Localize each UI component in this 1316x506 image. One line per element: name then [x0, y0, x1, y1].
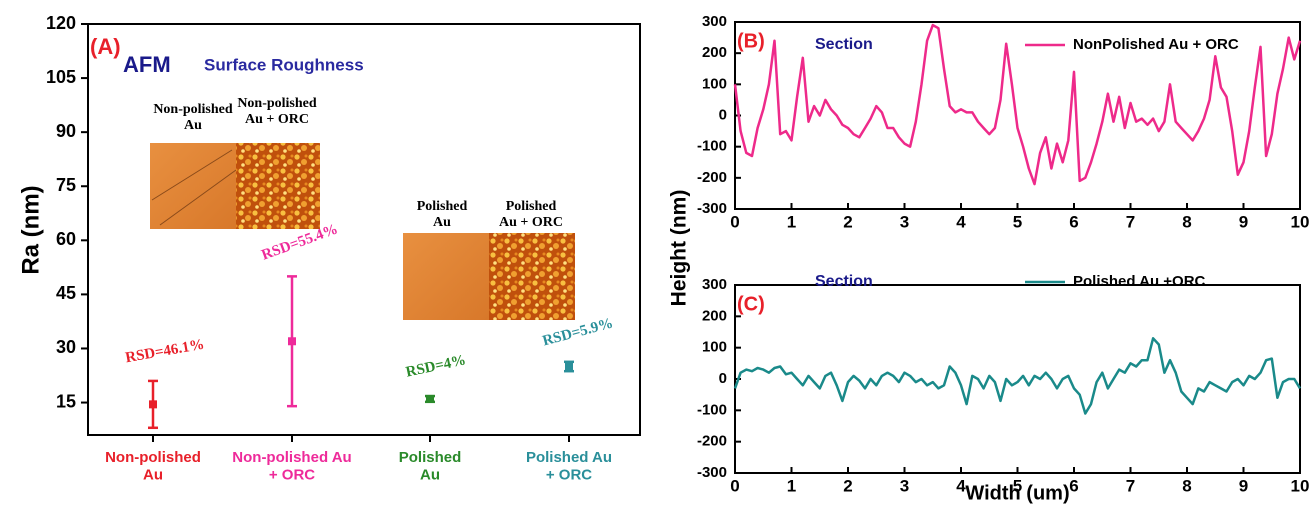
x-tick-label: 8: [1182, 212, 1191, 231]
x-tick-label: 5: [1013, 212, 1022, 231]
x-tick-label: 0: [730, 212, 739, 231]
marker: [565, 363, 573, 371]
y-tick-label: 105: [46, 67, 76, 87]
panel-label: (C): [737, 293, 765, 315]
marker: [288, 337, 296, 345]
y-tick-label: 100: [702, 75, 727, 92]
x-tick-label: Non-polished Au+ ORC: [232, 449, 351, 483]
inset-image: [236, 143, 320, 229]
x-tick-label: 8: [1182, 476, 1191, 495]
y-tick-label: 0: [719, 106, 727, 123]
panel-label: (B): [737, 30, 765, 52]
annotation: Section: [815, 273, 873, 290]
y-tick-label: -100: [697, 401, 727, 418]
x-tick-label: 3: [900, 212, 909, 231]
y-tick-label: 15: [56, 391, 76, 411]
x-tick-label: 1: [787, 212, 796, 231]
x-tick-label: 9: [1239, 212, 1248, 231]
y-tick-label: 100: [702, 339, 727, 356]
y-tick-label: 300: [702, 13, 727, 30]
annotation: RSD=5.9%: [541, 315, 615, 349]
x-tick-label: 7: [1126, 476, 1135, 495]
x-tick-label: 9: [1239, 476, 1248, 495]
y-tick-label: 60: [56, 229, 76, 249]
y-axis-label: Ra (nm): [17, 185, 44, 274]
figure: 153045607590105120Ra (nm)(A)AFMSurface R…: [0, 0, 1316, 506]
plot-frame: [735, 285, 1300, 473]
x-tick-label: Polished Au+ ORC: [526, 449, 612, 483]
panel-label: (A): [90, 34, 121, 59]
y-tick-label: -200: [697, 433, 727, 450]
y-tick-label: 300: [702, 276, 727, 293]
y-tick-label: 30: [56, 337, 76, 357]
annotation: RSD=4%: [404, 352, 467, 380]
x-tick-label: 7: [1126, 212, 1135, 231]
y-axis-label: Height (nm): [668, 190, 691, 307]
annotation: Section: [815, 36, 873, 53]
inset-image: [403, 233, 489, 320]
x-tick-label: 10: [1291, 212, 1310, 231]
y-tick-label: 75: [56, 175, 76, 195]
x-tick-label: 3: [900, 476, 909, 495]
marker: [426, 395, 434, 403]
y-tick-label: 200: [702, 44, 727, 61]
y-tick-label: 0: [719, 370, 727, 387]
y-tick-label: -300: [697, 200, 727, 217]
line: [735, 338, 1300, 413]
legend-label: NonPolished Au + ORC: [1073, 36, 1239, 53]
y-tick-label: 90: [56, 121, 76, 141]
insets: [150, 143, 575, 320]
x-tick-label: 2: [843, 212, 852, 231]
legend-label: Polished Au +ORC: [1073, 273, 1206, 290]
inset-image: [489, 233, 575, 320]
annotation: RSD=46.1%: [124, 337, 205, 367]
x-tick-label: 6: [1069, 476, 1078, 495]
x-tick-label: 4: [956, 212, 966, 231]
x-tick-label: 1: [787, 476, 796, 495]
y-tick-label: -300: [697, 464, 727, 481]
chart-subtitle: Surface Roughness: [204, 55, 364, 74]
marker: [149, 400, 157, 408]
y-tick-label: 120: [46, 13, 76, 33]
y-tick-label: -200: [697, 169, 727, 186]
y-tick-label: 200: [702, 307, 727, 324]
x-tick-label: 6: [1069, 212, 1078, 231]
x-tick-label: 2: [843, 476, 852, 495]
y-tick-label: 45: [56, 283, 76, 303]
chart-title: AFM: [123, 52, 171, 77]
x-axis-label: Width (um): [965, 482, 1069, 504]
x-tick-label: 0: [730, 476, 739, 495]
x-tick-label: 10: [1291, 476, 1310, 495]
y-tick-label: -100: [697, 138, 727, 155]
